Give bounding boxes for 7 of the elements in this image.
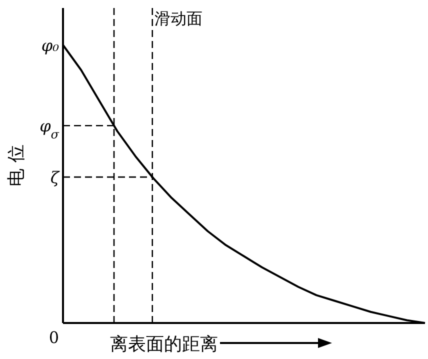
ref-line-label: ζ	[50, 168, 60, 188]
text: 滑动面	[154, 9, 202, 28]
x-axis-title: 离表面的距离	[110, 334, 218, 355]
y-axis-title: 电 位	[6, 144, 27, 186]
text: 0	[48, 328, 59, 347]
text: φ₀	[41, 36, 60, 55]
ref-line-label: φ$_{σ}$	[40, 116, 60, 142]
